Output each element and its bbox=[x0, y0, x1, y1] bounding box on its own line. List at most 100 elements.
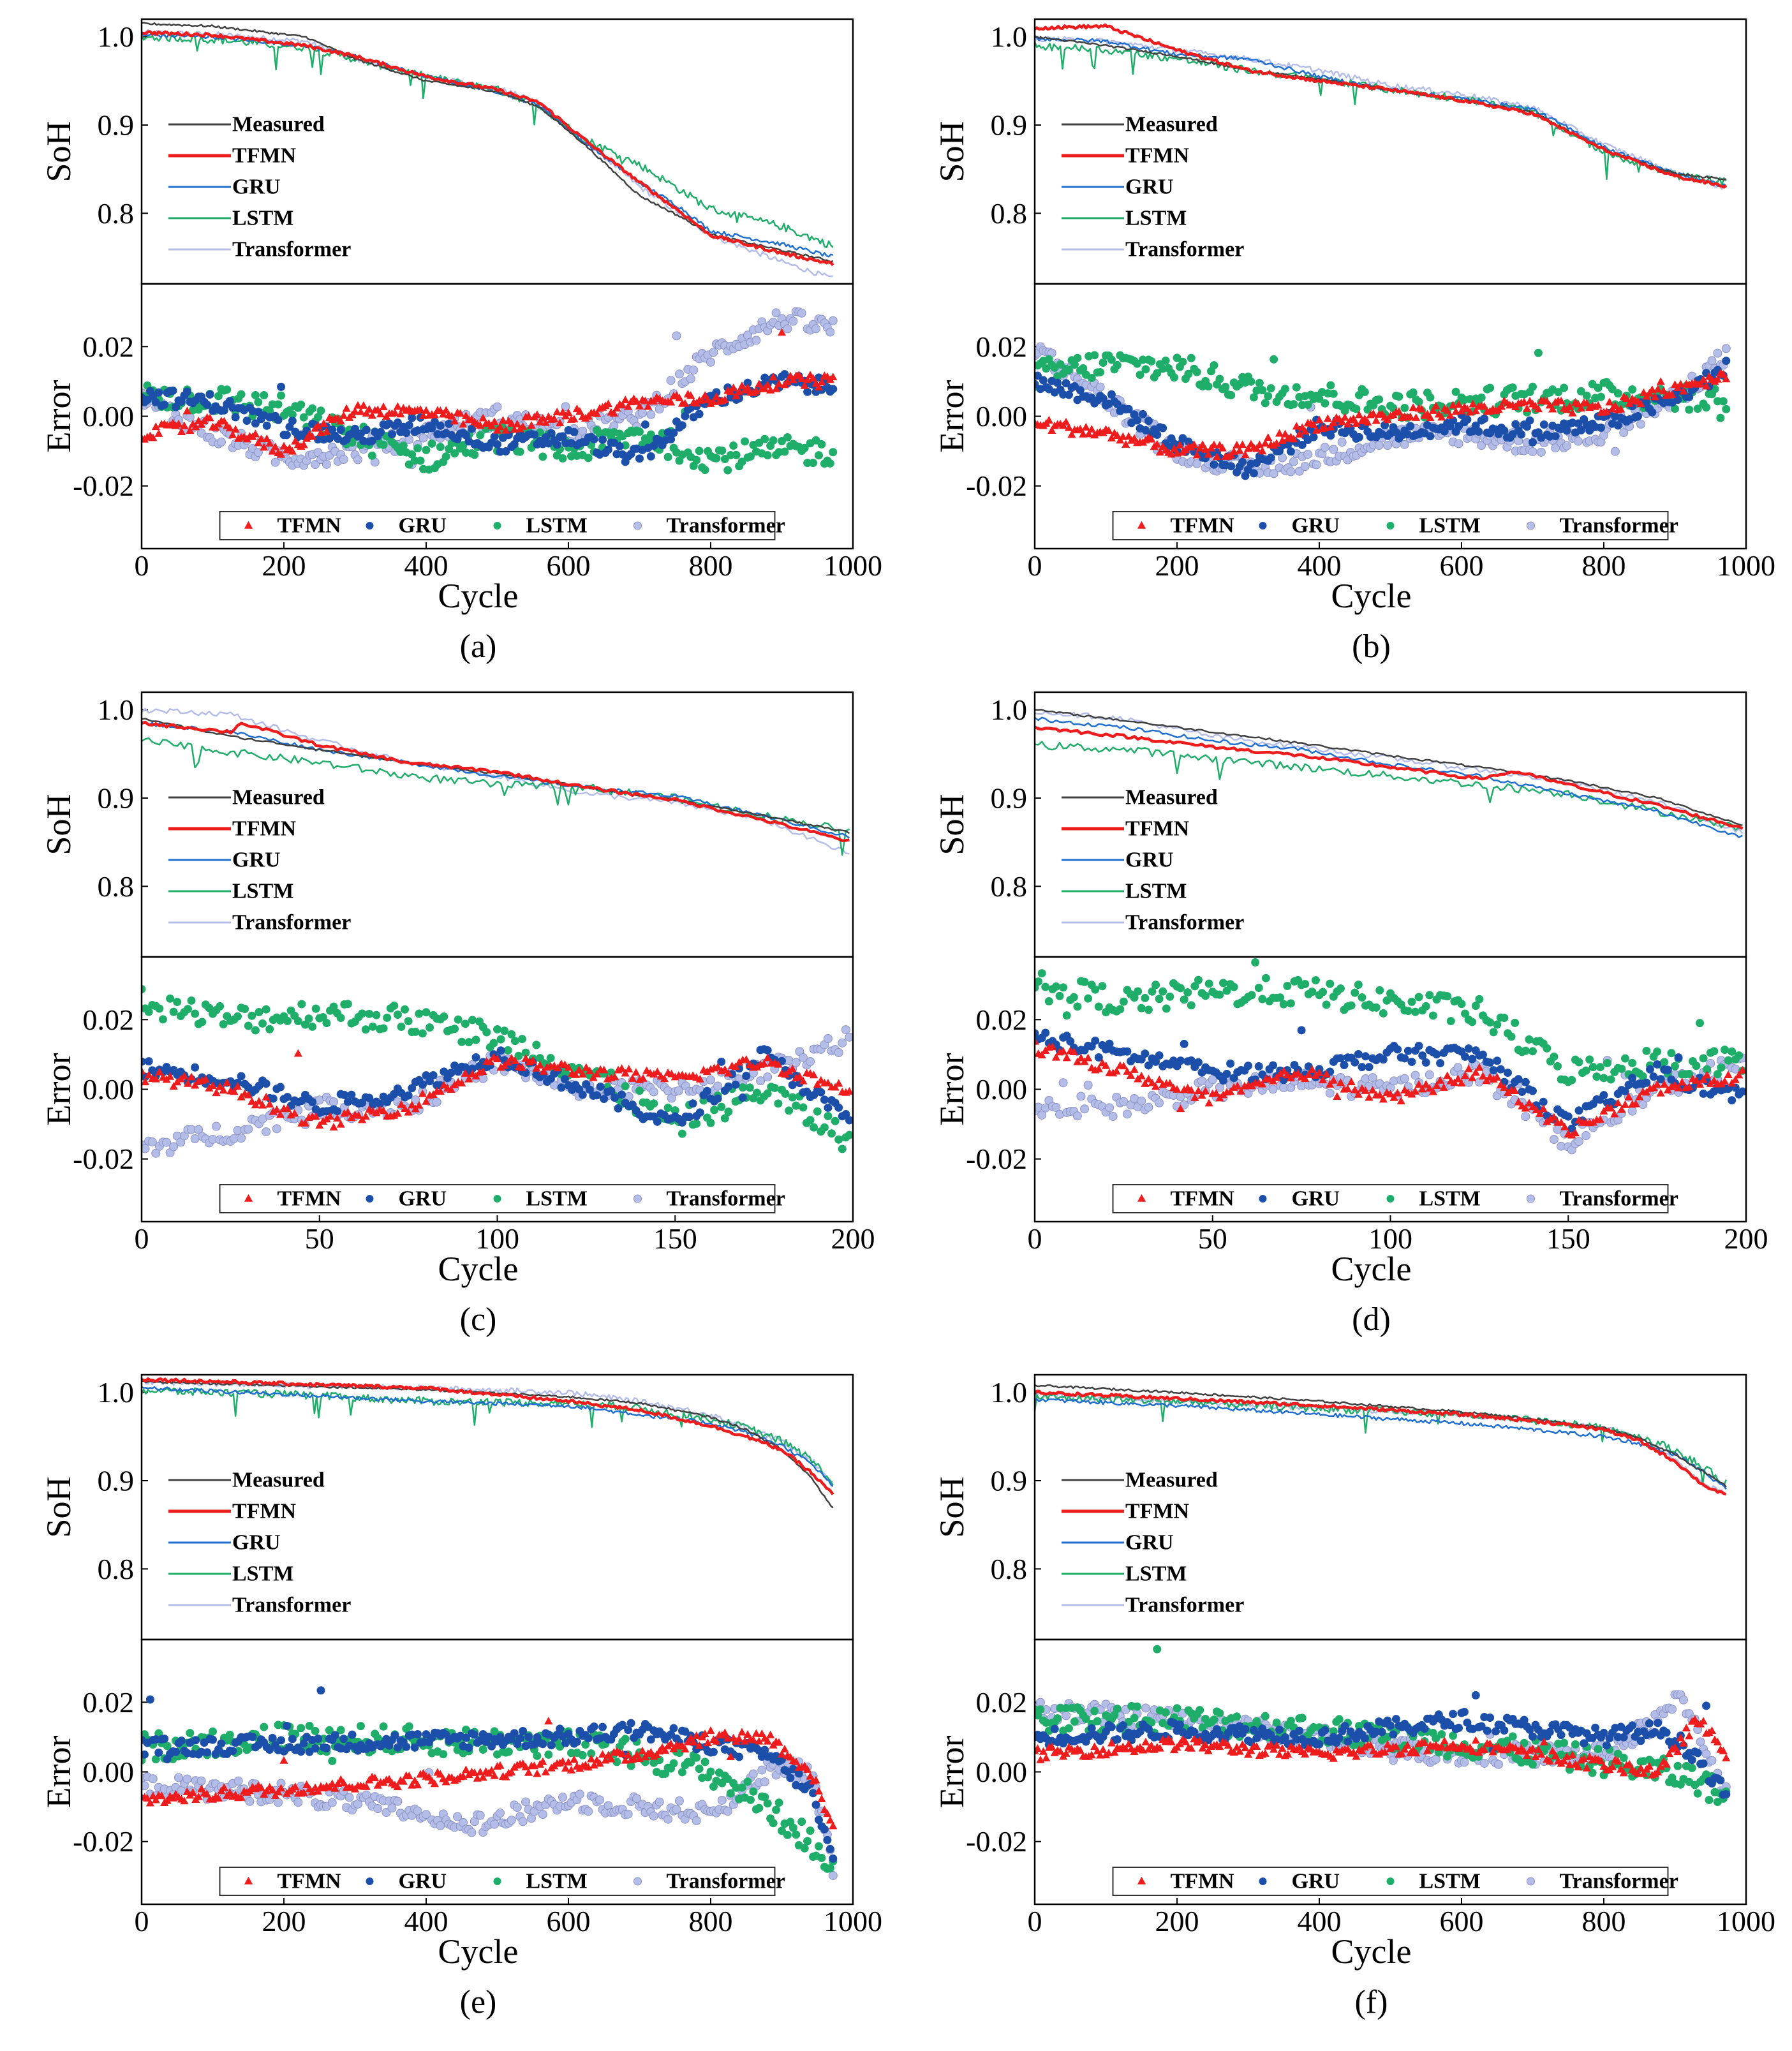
error-point-gru bbox=[702, 1086, 711, 1095]
error-point-tfmn bbox=[1692, 1076, 1701, 1084]
error-point-tfmn bbox=[254, 438, 263, 447]
error-point-tfmn bbox=[471, 1072, 480, 1080]
error-point-lstm bbox=[265, 1025, 274, 1033]
error-point-gru bbox=[339, 1735, 348, 1744]
error-point-tfmn bbox=[356, 407, 366, 415]
error-legend-marker-gru bbox=[366, 1195, 374, 1203]
error-point-lstm bbox=[1037, 969, 1046, 978]
error-point-tfmn bbox=[201, 1075, 210, 1083]
error-point-transformer bbox=[1477, 441, 1486, 450]
error-point-tfmn bbox=[308, 1788, 317, 1796]
error-point-tfmn bbox=[1489, 1074, 1498, 1083]
error-point-transformer bbox=[748, 1769, 758, 1779]
error-point-lstm bbox=[737, 1783, 746, 1792]
soh-lines bbox=[1035, 23, 1728, 190]
error-point-lstm bbox=[297, 1724, 306, 1733]
error-point-tfmn bbox=[1656, 1088, 1665, 1097]
error-point-tfmn bbox=[1457, 1079, 1466, 1087]
soh-legend-label-lstm: LSTM bbox=[232, 880, 293, 903]
soh-ytick-label: 1.0 bbox=[991, 693, 1028, 726]
error-point-lstm bbox=[1717, 1063, 1726, 1072]
error-point-gru bbox=[351, 424, 359, 433]
error-point-transformer bbox=[1721, 344, 1731, 353]
error-point-tfmn bbox=[1192, 450, 1201, 459]
soh-ytick-label: 0.8 bbox=[98, 1553, 135, 1585]
error-point-tfmn bbox=[1475, 1063, 1484, 1071]
error-point-tfmn bbox=[1155, 448, 1164, 456]
error-point-lstm bbox=[1134, 987, 1143, 996]
error-point-lstm bbox=[1280, 385, 1289, 394]
error-point-gru bbox=[237, 1072, 246, 1081]
error-point-lstm bbox=[612, 1758, 621, 1766]
error-point-transformer bbox=[689, 366, 699, 375]
error-point-gru bbox=[653, 1117, 662, 1126]
error-point-lstm bbox=[800, 1844, 809, 1853]
error-point-lstm bbox=[1184, 369, 1193, 378]
soh-lines bbox=[142, 707, 850, 856]
error-point-transformer bbox=[212, 1122, 221, 1131]
error-point-lstm bbox=[404, 1017, 413, 1026]
error-point-tfmn bbox=[1084, 1053, 1093, 1062]
error-point-tfmn bbox=[610, 1072, 619, 1081]
error-point-gru bbox=[308, 1098, 317, 1107]
soh-ytick-label: 1.0 bbox=[991, 1376, 1028, 1409]
error-point-tfmn bbox=[248, 1097, 256, 1105]
error-point-transformer bbox=[432, 1097, 441, 1107]
error-point-lstm bbox=[1166, 992, 1174, 1001]
xtick-label: 1000 bbox=[824, 1905, 882, 1937]
error-point-transformer bbox=[1035, 1698, 1045, 1707]
error-point-tfmn bbox=[503, 1058, 512, 1066]
error-point-gru bbox=[1151, 1057, 1160, 1066]
error-point-transformer bbox=[841, 1025, 850, 1035]
error-markers bbox=[1035, 342, 1731, 480]
error-point-lstm bbox=[1457, 1000, 1466, 1009]
error-point-gru bbox=[365, 1093, 374, 1102]
error-point-gru bbox=[1503, 1069, 1512, 1077]
soh-subplot: SoH0.80.91.0MeasuredTFMNGRULSTMTransform… bbox=[40, 691, 854, 958]
error-point-transformer bbox=[561, 402, 570, 411]
error-point-lstm bbox=[824, 1111, 833, 1120]
error-point-tfmn bbox=[1439, 1083, 1448, 1091]
error-point-lstm bbox=[1204, 382, 1213, 391]
error-point-tfmn bbox=[490, 417, 499, 426]
error-point-tfmn bbox=[813, 1080, 822, 1088]
error-point-tfmn bbox=[528, 1056, 537, 1064]
error-point-tfmn bbox=[1062, 417, 1070, 426]
error-point-transformer bbox=[1268, 1085, 1278, 1094]
error-point-lstm bbox=[305, 1721, 314, 1730]
error-point-tfmn bbox=[817, 1795, 826, 1803]
error-point-tfmn bbox=[806, 1772, 815, 1780]
error-point-gru bbox=[427, 424, 436, 433]
xtick-label: 400 bbox=[1298, 549, 1342, 582]
error-point-tfmn bbox=[635, 401, 644, 410]
error-point-lstm bbox=[723, 1774, 732, 1783]
error-point-tfmn bbox=[792, 1757, 801, 1765]
error-point-transformer bbox=[418, 433, 428, 443]
error-point-tfmn bbox=[1107, 433, 1116, 441]
error-point-lstm bbox=[692, 1753, 701, 1762]
panel-1: SoH0.80.91.0MeasuredTFMNGRULSTMTransform… bbox=[40, 18, 882, 665]
error-point-lstm bbox=[1360, 388, 1369, 397]
error-point-gru bbox=[251, 419, 260, 428]
error-point-tfmn bbox=[430, 1779, 439, 1788]
error-point-tfmn bbox=[194, 1792, 203, 1800]
error-point-tfmn bbox=[1668, 390, 1677, 399]
error-point-tfmn bbox=[578, 1070, 587, 1078]
error-point-lstm bbox=[383, 1013, 392, 1022]
error-point-gru bbox=[1440, 427, 1449, 436]
error-point-tfmn bbox=[1528, 1102, 1537, 1111]
error-point-tfmn bbox=[1567, 1130, 1576, 1139]
error-point-transformer bbox=[293, 1798, 303, 1807]
error-point-transformer bbox=[182, 1774, 192, 1784]
error-point-tfmn bbox=[1606, 1104, 1615, 1112]
error-point-lstm bbox=[803, 459, 812, 468]
error-point-lstm bbox=[741, 437, 750, 446]
error-point-gru bbox=[695, 1108, 704, 1117]
error-point-lstm bbox=[1308, 988, 1317, 996]
error-point-lstm bbox=[760, 434, 769, 443]
error-point-lstm bbox=[732, 450, 741, 459]
error-point-tfmn bbox=[1432, 1081, 1441, 1090]
error-point-lstm bbox=[1508, 383, 1517, 392]
error-point-tfmn bbox=[709, 397, 718, 405]
